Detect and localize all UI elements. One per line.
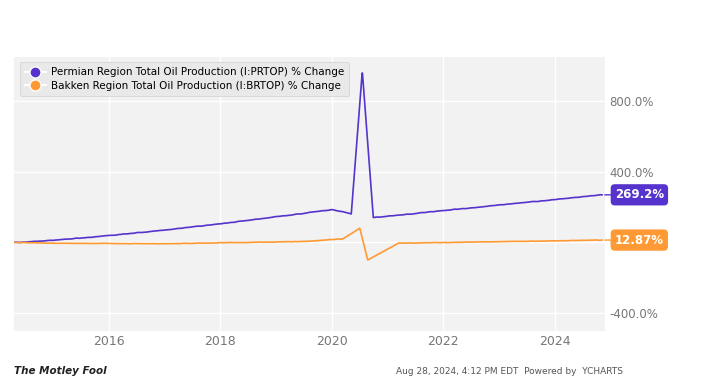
Text: 269.2%: 269.2% [605,188,664,201]
Text: The Motley Fool: The Motley Fool [14,366,107,376]
Legend: Permian Region Total Oil Production (I:PRTOP) % Change, Bakken Region Total Oil : Permian Region Total Oil Production (I:P… [19,62,349,96]
Text: 12.87%: 12.87% [605,234,664,247]
Text: Aug 28, 2024, 4:12 PM EDT  Powered by  YCHARTS: Aug 28, 2024, 4:12 PM EDT Powered by YCH… [396,367,623,376]
